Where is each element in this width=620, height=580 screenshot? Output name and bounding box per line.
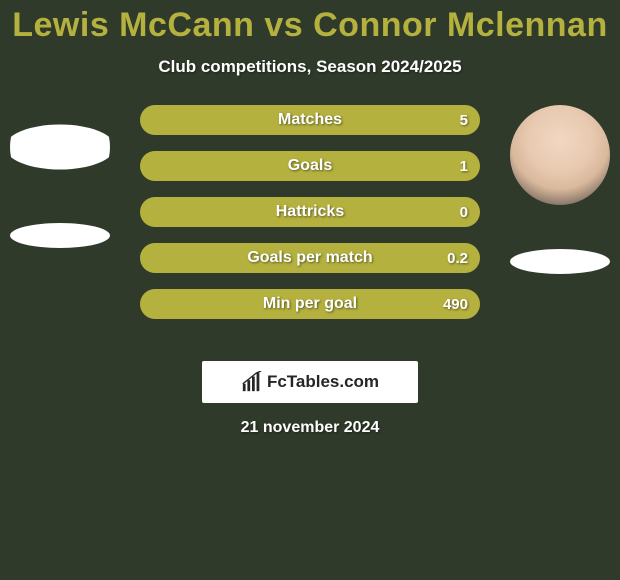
comparison-infographic: Lewis McCann vs Connor Mclennan Club com… [0,0,620,580]
stat-row: Matches5 [140,105,480,135]
stat-row: Goals1 [140,151,480,181]
comparison-body: Matches5Goals1Hattricks0Goals per match0… [0,105,620,355]
stat-row: Hattricks0 [140,197,480,227]
player-right-column [500,105,620,274]
stat-row: Goals per match0.2 [140,243,480,273]
player-right-avatar [510,105,610,205]
stat-bars: Matches5Goals1Hattricks0Goals per match0… [140,105,480,319]
stat-label: Matches [140,105,480,135]
barchart-icon [241,371,263,393]
player-left-avatar [10,97,110,197]
attribution-text: FcTables.com [267,372,379,392]
stat-label: Hattricks [140,197,480,227]
avatar-photo-icon [510,105,610,205]
subtitle: Club competitions, Season 2024/2025 [0,57,620,77]
stat-label: Min per goal [140,289,480,319]
page-title: Lewis McCann vs Connor Mclennan [0,0,620,45]
stat-label: Goals [140,151,480,181]
date-text: 21 november 2024 [0,419,620,437]
stat-value-right: 0 [460,197,468,227]
attribution-badge: FcTables.com [202,361,418,403]
player-left-shadow-oval [10,223,110,248]
stat-value-right: 490 [443,289,468,319]
player-left-column [0,105,120,248]
stat-label: Goals per match [140,243,480,273]
stat-value-right: 0.2 [447,243,468,273]
player-right-shadow-oval [510,249,610,274]
avatar-placeholder-icon [10,125,110,170]
stat-value-right: 5 [460,105,468,135]
stat-value-right: 1 [460,151,468,181]
stat-row: Min per goal490 [140,289,480,319]
